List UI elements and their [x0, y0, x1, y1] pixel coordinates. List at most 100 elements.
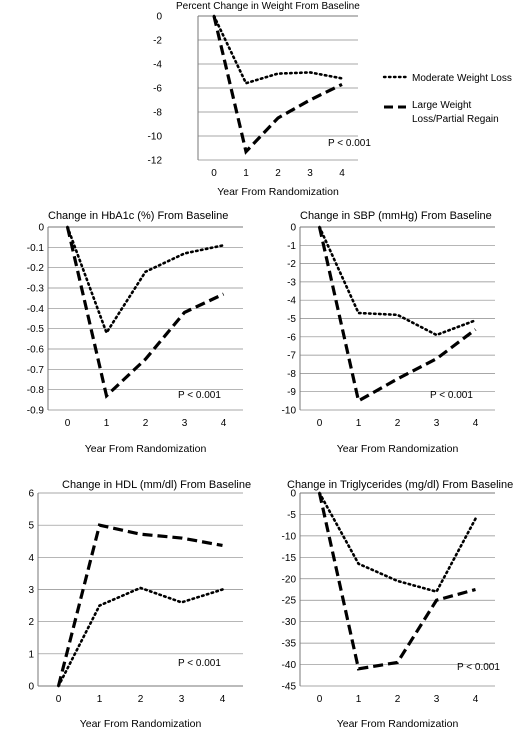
x-tick-label: 4 [473, 694, 479, 705]
p-value-annotation: P < 0.001 [457, 662, 500, 673]
y-tick-label: -30 [282, 617, 297, 628]
y-tick-label: -40 [282, 660, 297, 671]
series-line-moderate-weight-loss [318, 491, 477, 594]
x-tick-label: 3 [434, 418, 440, 429]
y-tick-label: -0.2 [27, 263, 45, 274]
x-tick-label: 3 [307, 168, 313, 179]
chart-panel-3: 0 -1 -2 -3 -4 -5 -6 -7 -8 -9 -10 0 1 2 3 4 Change in SBP… [282, 210, 495, 455]
x-axis-label: Year From Randomization [80, 718, 202, 730]
legend-label-large-line1: Large Weight [412, 100, 472, 111]
y-tick-label: -5 [287, 314, 296, 325]
y-tick-label: -8 [287, 369, 296, 380]
y-tick-label: 0 [290, 223, 296, 234]
x-tick-label: 2 [143, 418, 149, 429]
x-tick-label: 0 [65, 418, 71, 429]
y-tick-label: -6 [287, 332, 296, 343]
legend-label-moderate: Moderate Weight Loss [412, 73, 512, 84]
y-tick-label: -0.9 [27, 406, 45, 417]
y-tick-label: -25 [282, 596, 297, 607]
chart-title: Change in SBP (mmHg) From Baseline [300, 210, 492, 222]
y-tick-label: -10 [282, 531, 297, 542]
chart-panel-2: 0 -0.1 -0.2 -0.3 -0.4 -0.5 -0.6 -0.7 -0.8 -0.9 0 1 2… [27, 210, 243, 455]
y-tick-label: -4 [153, 60, 162, 71]
y-tick-label: -0.3 [27, 284, 45, 295]
y-tick-label: -0.7 [27, 365, 45, 376]
series-line-moderate-weight-loss [318, 225, 477, 337]
x-axis-label: Year From Randomization [337, 443, 459, 455]
x-tick-label: 1 [356, 418, 362, 429]
series-line-large-weight-loss [56, 523, 223, 687]
chart-title: Change in HDL (mm/dl) From Baseline [62, 479, 251, 491]
y-tick-label: -0.6 [27, 345, 45, 356]
chart-panel-4: 6 5 4 3 2 1 0 0 1 2 3 4 Change in HDL (mm/dl) From B… [28, 479, 251, 730]
y-tick-label: -0.5 [27, 324, 45, 335]
y-tick-label: 0 [156, 12, 162, 23]
y-tick-label: -15 [282, 553, 297, 564]
p-value-annotation: P < 0.001 [430, 390, 473, 401]
x-tick-label: 2 [395, 418, 401, 429]
y-tick-label: -1 [287, 241, 296, 252]
p-value-annotation: P < 0.001 [178, 658, 221, 669]
y-tick-label: 5 [28, 521, 34, 532]
y-tick-label: -12 [148, 156, 163, 167]
p-value-annotation: P < 0.001 [328, 138, 371, 149]
y-tick-label: -0.4 [27, 304, 45, 315]
series-line-moderate-weight-loss [212, 14, 344, 85]
y-tick-label: 6 [28, 489, 34, 500]
x-axis-label: Year From Randomization [337, 718, 459, 730]
chart-panel-5: 0 -5 -10 -15 -20 -25 -30 -35 -40 -45 0 1 2 3 4 Change i… [282, 479, 514, 730]
series-line-moderate-weight-loss [57, 586, 224, 688]
x-axis-label: Year From Randomization [85, 443, 207, 455]
x-tick-label: 1 [97, 694, 103, 705]
legend: Moderate Weight Loss Large Weight Loss/P… [382, 73, 512, 125]
y-tick-label: 1 [28, 649, 34, 660]
x-tick-label: 2 [395, 694, 401, 705]
x-tick-label: 2 [275, 168, 281, 179]
x-tick-label: 4 [220, 694, 226, 705]
y-tick-label: -2 [153, 36, 162, 47]
x-tick-label: 0 [211, 168, 217, 179]
y-tick-label: -10 [282, 406, 297, 417]
x-tick-label: 0 [317, 694, 323, 705]
y-tick-label: -3 [287, 277, 296, 288]
y-tick-label: -5 [287, 510, 296, 521]
x-tick-label: 1 [243, 168, 249, 179]
x-tick-label: 0 [56, 694, 62, 705]
y-tick-label: -2 [287, 259, 296, 270]
y-tick-label: -45 [282, 682, 297, 693]
y-tick-label: -35 [282, 639, 297, 650]
y-tick-label: -20 [282, 574, 297, 585]
x-tick-label: 4 [339, 168, 345, 179]
x-tick-label: 3 [182, 418, 188, 429]
p-value-annotation: P < 0.001 [178, 390, 221, 401]
y-tick-label: -7 [287, 351, 296, 362]
x-tick-label: 2 [138, 694, 144, 705]
series-line-large-weight-loss [317, 492, 476, 671]
x-tick-label: 4 [473, 418, 479, 429]
x-tick-label: 0 [317, 418, 323, 429]
y-tick-label: -4 [287, 296, 296, 307]
x-tick-label: 1 [356, 694, 362, 705]
x-tick-label: 1 [104, 418, 110, 429]
y-tick-label: -0.1 [27, 243, 45, 254]
chart-title: Change in Triglycerides (mg/dl) From Bas… [287, 479, 513, 491]
series-line-moderate-weight-loss [66, 225, 225, 336]
y-tick-label: 0 [28, 682, 34, 693]
chart-panel-1: 0 -2 -4 -6 -8 -10 -12 0 1 2 3 4 Percent Change in We… [148, 1, 372, 198]
chart-title: Percent Change in Weight From Baseline [176, 1, 360, 12]
legend-label-large-line2: Loss/Partial Regain [412, 114, 499, 125]
x-axis-label: Year From Randomization [217, 186, 339, 198]
y-tick-label: -8 [153, 108, 162, 119]
y-tick-label: -9 [287, 387, 296, 398]
chart-title: Change in HbA1c (%) From Baseline [48, 210, 228, 222]
y-tick-label: 2 [28, 617, 34, 628]
y-tick-label: -10 [148, 132, 163, 143]
y-tick-label: -0.8 [27, 385, 45, 396]
series-line-large-weight-loss [212, 15, 343, 155]
x-tick-label: 3 [434, 694, 440, 705]
y-tick-label: -6 [153, 84, 162, 95]
y-tick-label: 3 [28, 585, 34, 596]
y-tick-label: 0 [38, 223, 44, 234]
y-tick-label: 0 [290, 489, 296, 500]
